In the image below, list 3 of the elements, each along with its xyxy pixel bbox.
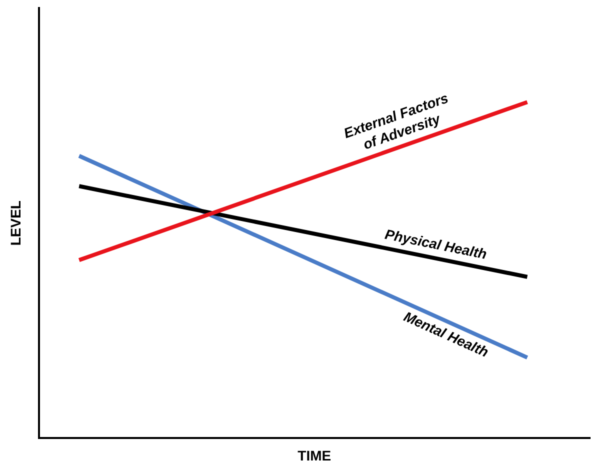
x-axis-title: TIME [298, 447, 332, 464]
text: Physical Health [384, 226, 488, 262]
y-axis-title: LEVEL [7, 200, 24, 246]
